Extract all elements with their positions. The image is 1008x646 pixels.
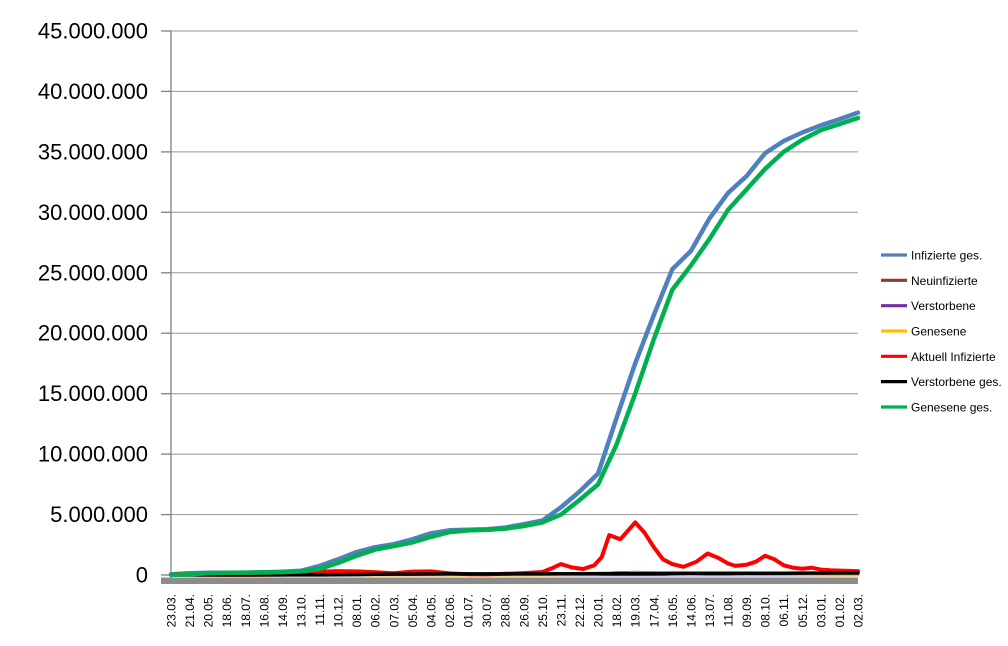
legend-label: Verstorbene: [911, 299, 976, 313]
x-axis-label: 04.05.: [424, 594, 438, 627]
x-axis-label: 10.12.: [332, 594, 346, 627]
legend-label: Neuinfizierte: [911, 274, 978, 288]
x-axis-label: 20.05.: [202, 594, 216, 627]
legend-label: Aktuell Infizierte: [911, 350, 996, 364]
series-line-verstorbene-ges: [169, 571, 860, 577]
x-axis-label: 01.02.: [833, 594, 847, 627]
x-axis-label: 22.12.: [573, 594, 587, 627]
x-axis-label: 02.06.: [443, 594, 457, 627]
x-axis-label: 18.02.: [610, 594, 624, 627]
x-axis-label: 13.07.: [703, 594, 717, 627]
legend-label: Genesene ges.: [911, 401, 992, 415]
x-axis-label: 08.10.: [759, 594, 773, 627]
x-axis-label: 30.07.: [480, 594, 494, 627]
x-axis-label: 02.03.: [852, 594, 866, 627]
x-axis-label: 28.08.: [499, 594, 513, 627]
y-axis-label: 5.000.000: [50, 502, 148, 527]
x-axis-label: 06.11.: [777, 594, 791, 626]
x-axis-label: 07.03.: [387, 594, 401, 627]
x-axis-label: 14.09.: [276, 594, 290, 627]
y-axis-label: 10.000.000: [38, 442, 148, 467]
legend-label: Genesene: [911, 325, 967, 339]
x-axis-label: 16.05.: [666, 594, 680, 627]
x-axis-label: 23.11.: [554, 594, 568, 626]
y-axis-label: 40.000.000: [38, 79, 148, 104]
x-axis-label: 21.04.: [183, 594, 197, 627]
y-axis-label: 25.000.000: [38, 260, 148, 285]
y-axis-label: 45.000.000: [38, 19, 148, 44]
x-axis-label: 05.04.: [406, 594, 420, 627]
x-axis-label: 14.06.: [684, 594, 698, 627]
series-line-aktuell-infizierte: [169, 520, 860, 577]
x-axis-label: 13.10.: [295, 594, 309, 627]
legend-label: Infizierte ges.: [911, 249, 982, 263]
y-axis-label: 30.000.000: [38, 200, 148, 225]
x-axis-label: 01.07.: [462, 594, 476, 627]
x-axis-bar: [161, 577, 858, 584]
x-axis-label: 06.02.: [369, 594, 383, 627]
y-axis-label: 0: [136, 563, 148, 588]
x-axis-label: 18.06.: [220, 594, 234, 627]
x-axis-label: 19.03.: [629, 594, 643, 627]
y-axis-label: 15.000.000: [38, 381, 148, 406]
x-axis-label: 09.09.: [740, 594, 754, 627]
x-axis-label: 16.08.: [257, 594, 271, 627]
legend-label: Verstorbene ges.: [911, 375, 1002, 389]
x-axis-label: 23.03.: [165, 594, 179, 627]
x-axis-label: 26.09.: [517, 594, 531, 627]
y-axis-label: 35.000.000: [38, 139, 148, 164]
x-axis-label: 18.07.: [239, 594, 253, 627]
x-axis-label: 17.04.: [647, 594, 661, 627]
x-axis-label: 08.01.: [350, 594, 364, 627]
x-axis-label: 20.01.: [592, 594, 606, 627]
x-axis-label: 25.10.: [536, 594, 550, 627]
y-axis-label: 20.000.000: [38, 321, 148, 346]
series-line-genesene-ges: [168, 115, 861, 578]
x-axis-label: 05.12.: [796, 594, 810, 627]
x-axis-label: 03.01.: [814, 594, 828, 627]
x-axis-label: 11.08.: [722, 594, 736, 626]
x-axis-label: 11.11.: [313, 594, 327, 626]
